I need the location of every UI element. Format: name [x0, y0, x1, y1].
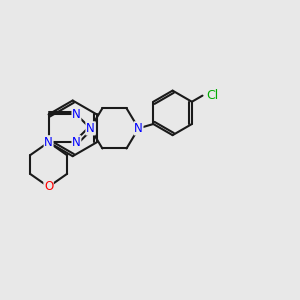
Text: N: N [44, 136, 53, 149]
Text: O: O [44, 180, 53, 193]
Text: N: N [72, 108, 81, 121]
Text: N: N [86, 122, 95, 135]
Text: N: N [134, 122, 143, 135]
Text: N: N [72, 136, 81, 149]
Text: Cl: Cl [206, 89, 218, 102]
